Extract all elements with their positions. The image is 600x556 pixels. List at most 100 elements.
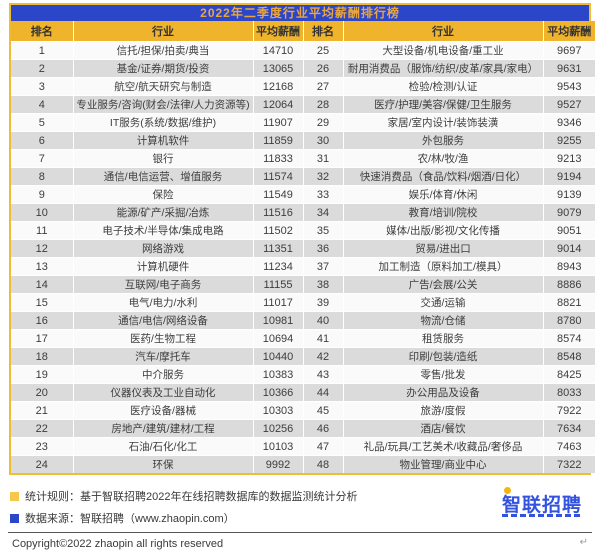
industry-left-cell: 电气/电力/水利	[72, 293, 253, 312]
salary-right-cell: 9079	[542, 203, 595, 222]
header-industry-right: 行业	[342, 21, 543, 42]
salary-left-cell: 11351	[252, 239, 303, 258]
industry-left-cell: 医疗设备/器械	[72, 401, 253, 420]
table-row: 5 IT服务(系统/数据/维护) 11907 29 家居/室内设计/装饰装潢 9346	[11, 113, 595, 132]
salary-left-cell: 12064	[252, 95, 303, 114]
industry-left-cell: 汽车/摩托车	[72, 347, 253, 366]
table-row: 24 环保 9992 48 物业管理/商业中心 7322	[11, 455, 595, 473]
salary-right-cell: 9631	[542, 59, 595, 78]
legend-data-source-text: 数据来源：智联招聘（www.zhaopin.com）	[25, 513, 235, 525]
rank-right-cell: 42	[302, 347, 343, 366]
rank-right-cell: 47	[302, 437, 343, 456]
rank-right-cell: 39	[302, 293, 343, 312]
rank-left-cell: 11	[11, 221, 73, 240]
rank-right-cell: 41	[302, 329, 343, 348]
rank-left-cell: 22	[11, 419, 73, 438]
salary-right-cell: 9527	[542, 95, 595, 114]
industry-right-cell: 媒体/出版/影视/文化传播	[342, 221, 543, 240]
salary-right-cell: 8033	[542, 383, 595, 402]
industry-left-cell: 网络游戏	[72, 239, 253, 258]
rank-left-cell: 12	[11, 239, 73, 258]
footer: 统计规则：基于智联招聘2022年在线招聘数据库的数据监测统计分析 数据来源：智联…	[10, 487, 590, 526]
legend-data-source: 数据来源：智联招聘（www.zhaopin.com）	[10, 510, 590, 526]
table-row: 3 航空/航天研究与制造 12168 27 检验/检测/认证 9543	[11, 77, 595, 96]
rank-right-cell: 28	[302, 95, 343, 114]
rank-left-cell: 7	[11, 149, 73, 168]
rank-right-cell: 30	[302, 131, 343, 150]
blue-square-icon	[10, 513, 19, 523]
industry-left-cell: 基金/证券/期货/投资	[72, 59, 253, 78]
rank-right-cell: 43	[302, 365, 343, 384]
rank-right-cell: 37	[302, 257, 343, 276]
rank-left-cell: 18	[11, 347, 73, 366]
industry-right-cell: 零售/批发	[342, 365, 543, 384]
industry-left-cell: 中介服务	[72, 365, 253, 384]
legend-statistics-rule-text: 统计规则：基于智联招聘2022年在线招聘数据库的数据监测统计分析	[25, 491, 358, 503]
copyright-text: Copyright©2022 zhaopin all rights reserv…	[12, 538, 224, 550]
rank-left-cell: 1	[11, 41, 73, 60]
salary-right-cell: 8943	[542, 257, 595, 276]
salary-left-cell: 10383	[252, 365, 303, 384]
salary-right-cell: 8425	[542, 365, 595, 384]
table-row: 9 保险 11549 33 娱乐/体育/休闲 9139	[11, 185, 595, 204]
rank-left-cell: 10	[11, 203, 73, 222]
salary-left-cell: 11549	[252, 185, 303, 204]
zhaopin-logo: 智联招聘	[502, 487, 582, 517]
salary-left-cell: 10440	[252, 347, 303, 366]
industry-right-cell: 印刷/包装/造纸	[342, 347, 543, 366]
industry-left-cell: 专业服务/咨询(财会/法律/人力资源等)	[72, 95, 253, 114]
industry-right-cell: 快速消费品（食品/饮料/烟酒/日化）	[342, 167, 543, 186]
table-row: 14 互联网/电子商务 11155 38 广告/会展/公关 8886	[11, 275, 595, 294]
table-row: 22 房地产/建筑/建材/工程 10256 46 酒店/餐饮 7634	[11, 419, 595, 438]
salary-ranking-table: 排名 行业 平均薪酬 排名 行业 平均薪酬 1 信托/担保/拍卖/典当 14710 2…	[11, 21, 595, 473]
salary-right-cell: 9139	[542, 185, 595, 204]
salary-ranking-table-container: 2022年二季度行业平均薪酬排行榜 排名 行业 平均薪酬 排名 行业 平均薪酬 …	[9, 3, 595, 475]
salary-right-cell: 7922	[542, 401, 595, 420]
industry-right-cell: 外包服务	[342, 131, 543, 150]
table-row: 4 专业服务/咨询(财会/法律/人力资源等) 12064 28 医疗/护理/美容/保健/…	[11, 95, 595, 114]
industry-right-cell: 医疗/护理/美容/保健/卫生服务	[342, 95, 543, 114]
industry-left-cell: 房地产/建筑/建材/工程	[72, 419, 253, 438]
industry-left-cell: 通信/电信运营、增值服务	[72, 167, 253, 186]
salary-left-cell: 9992	[252, 455, 303, 473]
salary-right-cell: 9697	[542, 41, 595, 60]
table-header-row: 排名 行业 平均薪酬 排名 行业 平均薪酬	[11, 21, 595, 42]
rank-right-cell: 25	[302, 41, 343, 60]
rank-right-cell: 26	[302, 59, 343, 78]
industry-left-cell: 仪器仪表及工业自动化	[72, 383, 253, 402]
salary-right-cell: 8574	[542, 329, 595, 348]
industry-left-cell: 电子技术/半导体/集成电路	[72, 221, 253, 240]
rank-right-cell: 45	[302, 401, 343, 420]
header-rank-left: 排名	[11, 21, 73, 42]
table-row: 16 通信/电信/网络设备 10981 40 物流/仓储 8780	[11, 311, 595, 330]
header-salary-left: 平均薪酬	[252, 21, 303, 42]
industry-left-cell: 保险	[72, 185, 253, 204]
table-row: 7 银行 11833 31 农/林/牧/渔 9213	[11, 149, 595, 168]
industry-right-cell: 农/林/牧/渔	[342, 149, 543, 168]
table-row: 12 网络游戏 11351 36 贸易/进出口 9014	[11, 239, 595, 258]
industry-left-cell: 能源/矿产/采掘/冶炼	[72, 203, 253, 222]
industry-left-cell: 环保	[72, 455, 253, 473]
industry-right-cell: 加工制造（原料加工/模具）	[342, 257, 543, 276]
rank-left-cell: 6	[11, 131, 73, 150]
salary-right-cell: 7322	[542, 455, 595, 473]
salary-left-cell: 11833	[252, 149, 303, 168]
table-row: 23 石油/石化/化工 10103 47 礼品/玩具/工艺美术/收藏品/奢侈品 7463	[11, 437, 595, 456]
rank-left-cell: 3	[11, 77, 73, 96]
industry-left-cell: 计算机硬件	[72, 257, 253, 276]
salary-right-cell: 7463	[542, 437, 595, 456]
industry-right-cell: 物业管理/商业中心	[342, 455, 543, 473]
rank-right-cell: 40	[302, 311, 343, 330]
header-industry-left: 行业	[72, 21, 253, 42]
salary-left-cell: 13065	[252, 59, 303, 78]
rank-right-cell: 35	[302, 221, 343, 240]
industry-right-cell: 旅游/度假	[342, 401, 543, 420]
salary-left-cell: 11574	[252, 167, 303, 186]
table-row: 15 电气/电力/水利 11017 39 交通/运输 8821	[11, 293, 595, 312]
header-salary-right: 平均薪酬	[542, 21, 595, 42]
rank-left-cell: 13	[11, 257, 73, 276]
industry-left-cell: IT服务(系统/数据/维护)	[72, 113, 253, 132]
salary-left-cell: 11516	[252, 203, 303, 222]
table-row: 18 汽车/摩托车 10440 42 印刷/包装/造纸 8548	[11, 347, 595, 366]
industry-right-cell: 检验/检测/认证	[342, 77, 543, 96]
